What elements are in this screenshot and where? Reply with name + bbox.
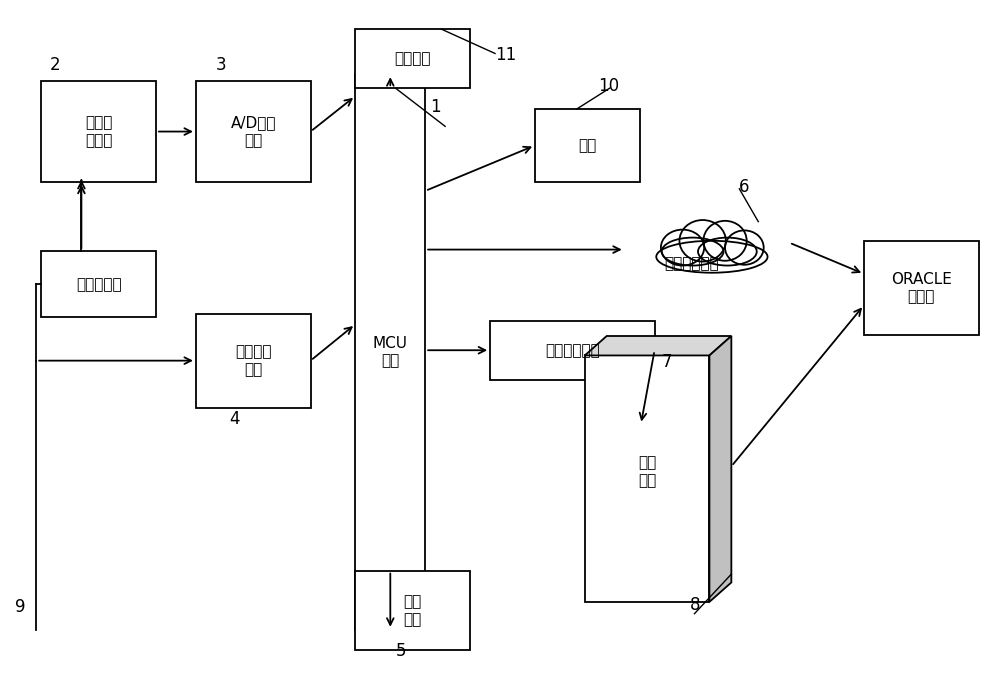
Text: 电流采
样模块: 电流采 样模块	[85, 116, 112, 148]
Text: 主板: 主板	[578, 138, 596, 153]
Text: 10: 10	[598, 77, 619, 95]
Ellipse shape	[662, 238, 724, 266]
Text: 脉冲计数
模块: 脉冲计数 模块	[235, 344, 271, 377]
Text: 无线通信模块: 无线通信模块	[665, 256, 719, 271]
Bar	[355, 75, 425, 629]
Text: 11: 11	[495, 46, 516, 64]
Text: MCU
模块: MCU 模块	[373, 336, 408, 368]
Bar	[585, 355, 709, 602]
Polygon shape	[709, 336, 731, 602]
Bar	[864, 241, 979, 335]
Ellipse shape	[698, 238, 757, 266]
Text: 5: 5	[395, 641, 406, 659]
Bar	[490, 321, 655, 380]
Polygon shape	[585, 336, 731, 355]
Ellipse shape	[656, 240, 768, 273]
Text: 3: 3	[216, 56, 226, 75]
Text: 7: 7	[662, 353, 672, 371]
Bar	[355, 29, 470, 88]
Text: 数据处理模块: 数据处理模块	[545, 343, 600, 358]
Text: 1: 1	[430, 98, 441, 116]
Bar	[196, 82, 311, 182]
Text: A/D转换
模块: A/D转换 模块	[230, 116, 276, 148]
Text: 8: 8	[689, 596, 700, 613]
Bar	[355, 571, 470, 650]
Text: 计时模块: 计时模块	[394, 51, 431, 66]
Text: 电源
模块: 电源 模块	[404, 595, 422, 627]
Text: 2: 2	[49, 56, 60, 75]
Ellipse shape	[679, 220, 726, 261]
Ellipse shape	[703, 221, 747, 261]
Bar	[41, 252, 156, 317]
Bar	[196, 314, 311, 408]
Text: 监控
中心: 监控 中心	[638, 456, 656, 488]
Text: ORACLE
数据库: ORACLE 数据库	[891, 272, 952, 304]
Bar	[535, 109, 640, 182]
Ellipse shape	[725, 231, 764, 265]
Bar	[41, 82, 156, 182]
Text: 9: 9	[15, 598, 26, 615]
Text: 湿度传感器: 湿度传感器	[76, 277, 121, 292]
Ellipse shape	[661, 229, 704, 266]
Text: 4: 4	[229, 411, 239, 429]
Text: 6: 6	[739, 178, 750, 196]
